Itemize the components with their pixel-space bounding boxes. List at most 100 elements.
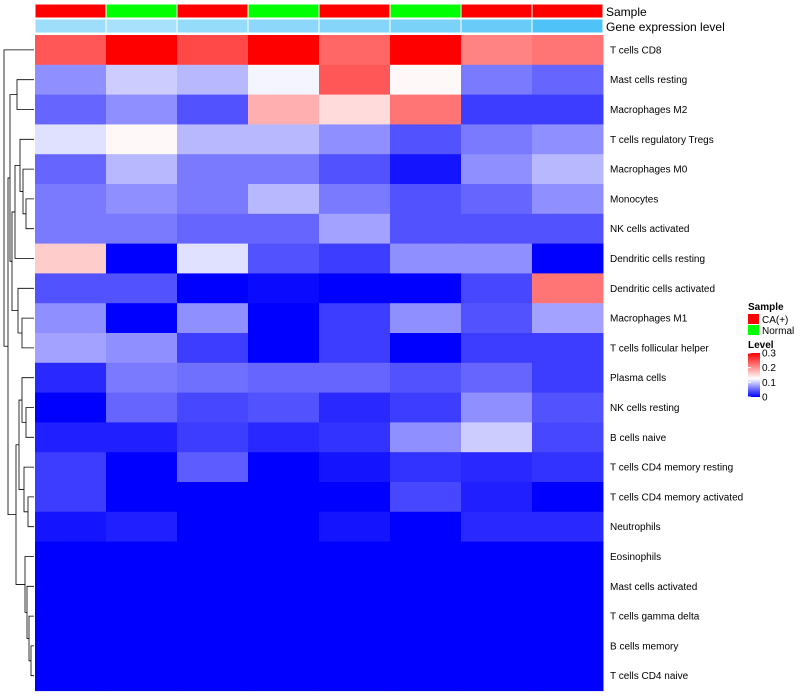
heatmap-cell bbox=[461, 94, 533, 125]
row-label: Macrophages M2 bbox=[610, 105, 688, 116]
row-label: Eosinophils bbox=[610, 552, 661, 563]
heatmap-cell bbox=[177, 422, 249, 453]
heatmap-cell bbox=[532, 511, 604, 543]
heatmap-cell bbox=[35, 541, 107, 572]
row-label: NK cells activated bbox=[610, 224, 689, 235]
row-label: Plasma cells bbox=[610, 373, 666, 384]
heatmap-cell bbox=[319, 35, 391, 66]
heatmap-cell bbox=[177, 631, 249, 662]
heatmap-cell bbox=[35, 273, 107, 304]
heatmap-cell bbox=[319, 213, 391, 245]
heatmap-cell bbox=[461, 333, 533, 364]
heatmap-cell bbox=[461, 184, 533, 215]
heatmap-cell bbox=[461, 422, 533, 453]
heatmap-cell bbox=[461, 660, 533, 692]
row-label: Macrophages M0 bbox=[610, 165, 688, 176]
row-label: Macrophages M1 bbox=[610, 314, 688, 325]
sample-annotation-cell bbox=[460, 3, 533, 19]
row-dendrogram bbox=[3, 49, 34, 677]
row-label: T cells follicular helper bbox=[610, 343, 709, 354]
heatmap-cell bbox=[461, 631, 533, 662]
heatmap-cell bbox=[319, 362, 391, 394]
heatmap-cell bbox=[248, 64, 320, 96]
heatmap-cell bbox=[248, 482, 320, 513]
heatmap-cell bbox=[390, 631, 462, 662]
heatmap-cell bbox=[248, 601, 320, 632]
heatmap-cell bbox=[390, 392, 462, 423]
heatmap-cell bbox=[532, 64, 604, 96]
dendrogram-branch bbox=[30, 645, 34, 677]
heatmap-cell bbox=[532, 124, 604, 155]
heatmap-cell bbox=[319, 541, 391, 572]
row-label: Monocytes bbox=[610, 194, 658, 205]
row-label: Mast cells activated bbox=[610, 582, 697, 593]
row-label: T cells CD4 memory resting bbox=[610, 463, 733, 474]
sample-annotation-cell bbox=[176, 3, 249, 19]
heatmap-cell bbox=[532, 541, 604, 572]
heatmap-cell bbox=[390, 243, 462, 274]
heatmap-cell bbox=[390, 571, 462, 602]
heatmap-cell bbox=[390, 482, 462, 513]
heatmap-cell bbox=[106, 631, 178, 662]
row-label: T cells gamma delta bbox=[610, 612, 700, 623]
heatmap-cell bbox=[248, 452, 320, 483]
heatmap-cell bbox=[177, 511, 249, 543]
heatmap-cell bbox=[106, 571, 178, 602]
gene-expression-annotation-cell bbox=[531, 18, 604, 34]
heatmap-cell bbox=[532, 571, 604, 602]
heatmap-cell bbox=[106, 541, 178, 572]
legend-level-tick-label: 0.3 bbox=[762, 349, 776, 360]
gene-expression-annotation-cell bbox=[34, 18, 107, 34]
legend-level-tick-label: 0.1 bbox=[762, 378, 776, 389]
heatmap-cell bbox=[532, 333, 604, 364]
legend-label-normal: Normal bbox=[762, 326, 794, 337]
heatmap-cell bbox=[177, 35, 249, 66]
dendrogram-branch bbox=[21, 377, 34, 423]
heatmap-cell bbox=[532, 422, 604, 453]
dendrogram-branch bbox=[26, 585, 34, 639]
heatmap-cell bbox=[319, 154, 391, 185]
heatmap-cell bbox=[319, 601, 391, 632]
dendrogram-branch bbox=[17, 287, 34, 334]
heatmap-cell bbox=[532, 94, 604, 125]
heatmap-cell bbox=[461, 303, 533, 334]
heatmap-cell bbox=[461, 124, 533, 155]
column-annotations bbox=[34, 3, 604, 34]
heatmap-cell bbox=[461, 511, 533, 543]
heatmap-cell bbox=[319, 64, 391, 96]
heatmap-cell bbox=[177, 601, 249, 632]
heatmap-cell bbox=[461, 601, 533, 632]
heatmap-cell bbox=[532, 213, 604, 245]
dendrogram-branch bbox=[27, 496, 34, 528]
heatmap-cell bbox=[177, 64, 249, 96]
heatmap-cell bbox=[106, 333, 178, 364]
row-label: B cells naive bbox=[610, 433, 667, 444]
heatmap-cell bbox=[461, 482, 533, 513]
heatmap-cell bbox=[319, 571, 391, 602]
heatmap-cell bbox=[248, 392, 320, 423]
heatmap-cell bbox=[35, 362, 107, 394]
heatmap-cell bbox=[35, 35, 107, 66]
heatmap-cell bbox=[461, 154, 533, 185]
dendrogram-branch bbox=[16, 79, 34, 110]
gene-expression-annotation-cell bbox=[105, 18, 178, 34]
sample-annotation-cell bbox=[247, 3, 320, 19]
heatmap-cell bbox=[532, 482, 604, 513]
heatmap-cell bbox=[248, 511, 320, 543]
legend-sample: Sample CA(+) Normal bbox=[748, 302, 794, 337]
heatmap-cell bbox=[35, 511, 107, 543]
annotation-label-sample: Sample bbox=[606, 5, 647, 19]
heatmap-cells bbox=[35, 35, 604, 692]
dendrogram-branch bbox=[3, 49, 34, 347]
sample-annotation-cell bbox=[105, 3, 178, 19]
legend-level-title: Level bbox=[748, 340, 774, 351]
heatmap-cell bbox=[35, 422, 107, 453]
dendrogram-branch bbox=[25, 407, 34, 438]
legend-level: Level 0.3 0.2 0.1 0 bbox=[748, 340, 776, 404]
heatmap-cell bbox=[106, 511, 178, 543]
heatmap-cell bbox=[248, 94, 320, 125]
heatmap-cell bbox=[106, 482, 178, 513]
heatmap-cell bbox=[532, 35, 604, 66]
row-label: Dendritic cells activated bbox=[610, 284, 715, 295]
heatmap-cell bbox=[461, 571, 533, 602]
